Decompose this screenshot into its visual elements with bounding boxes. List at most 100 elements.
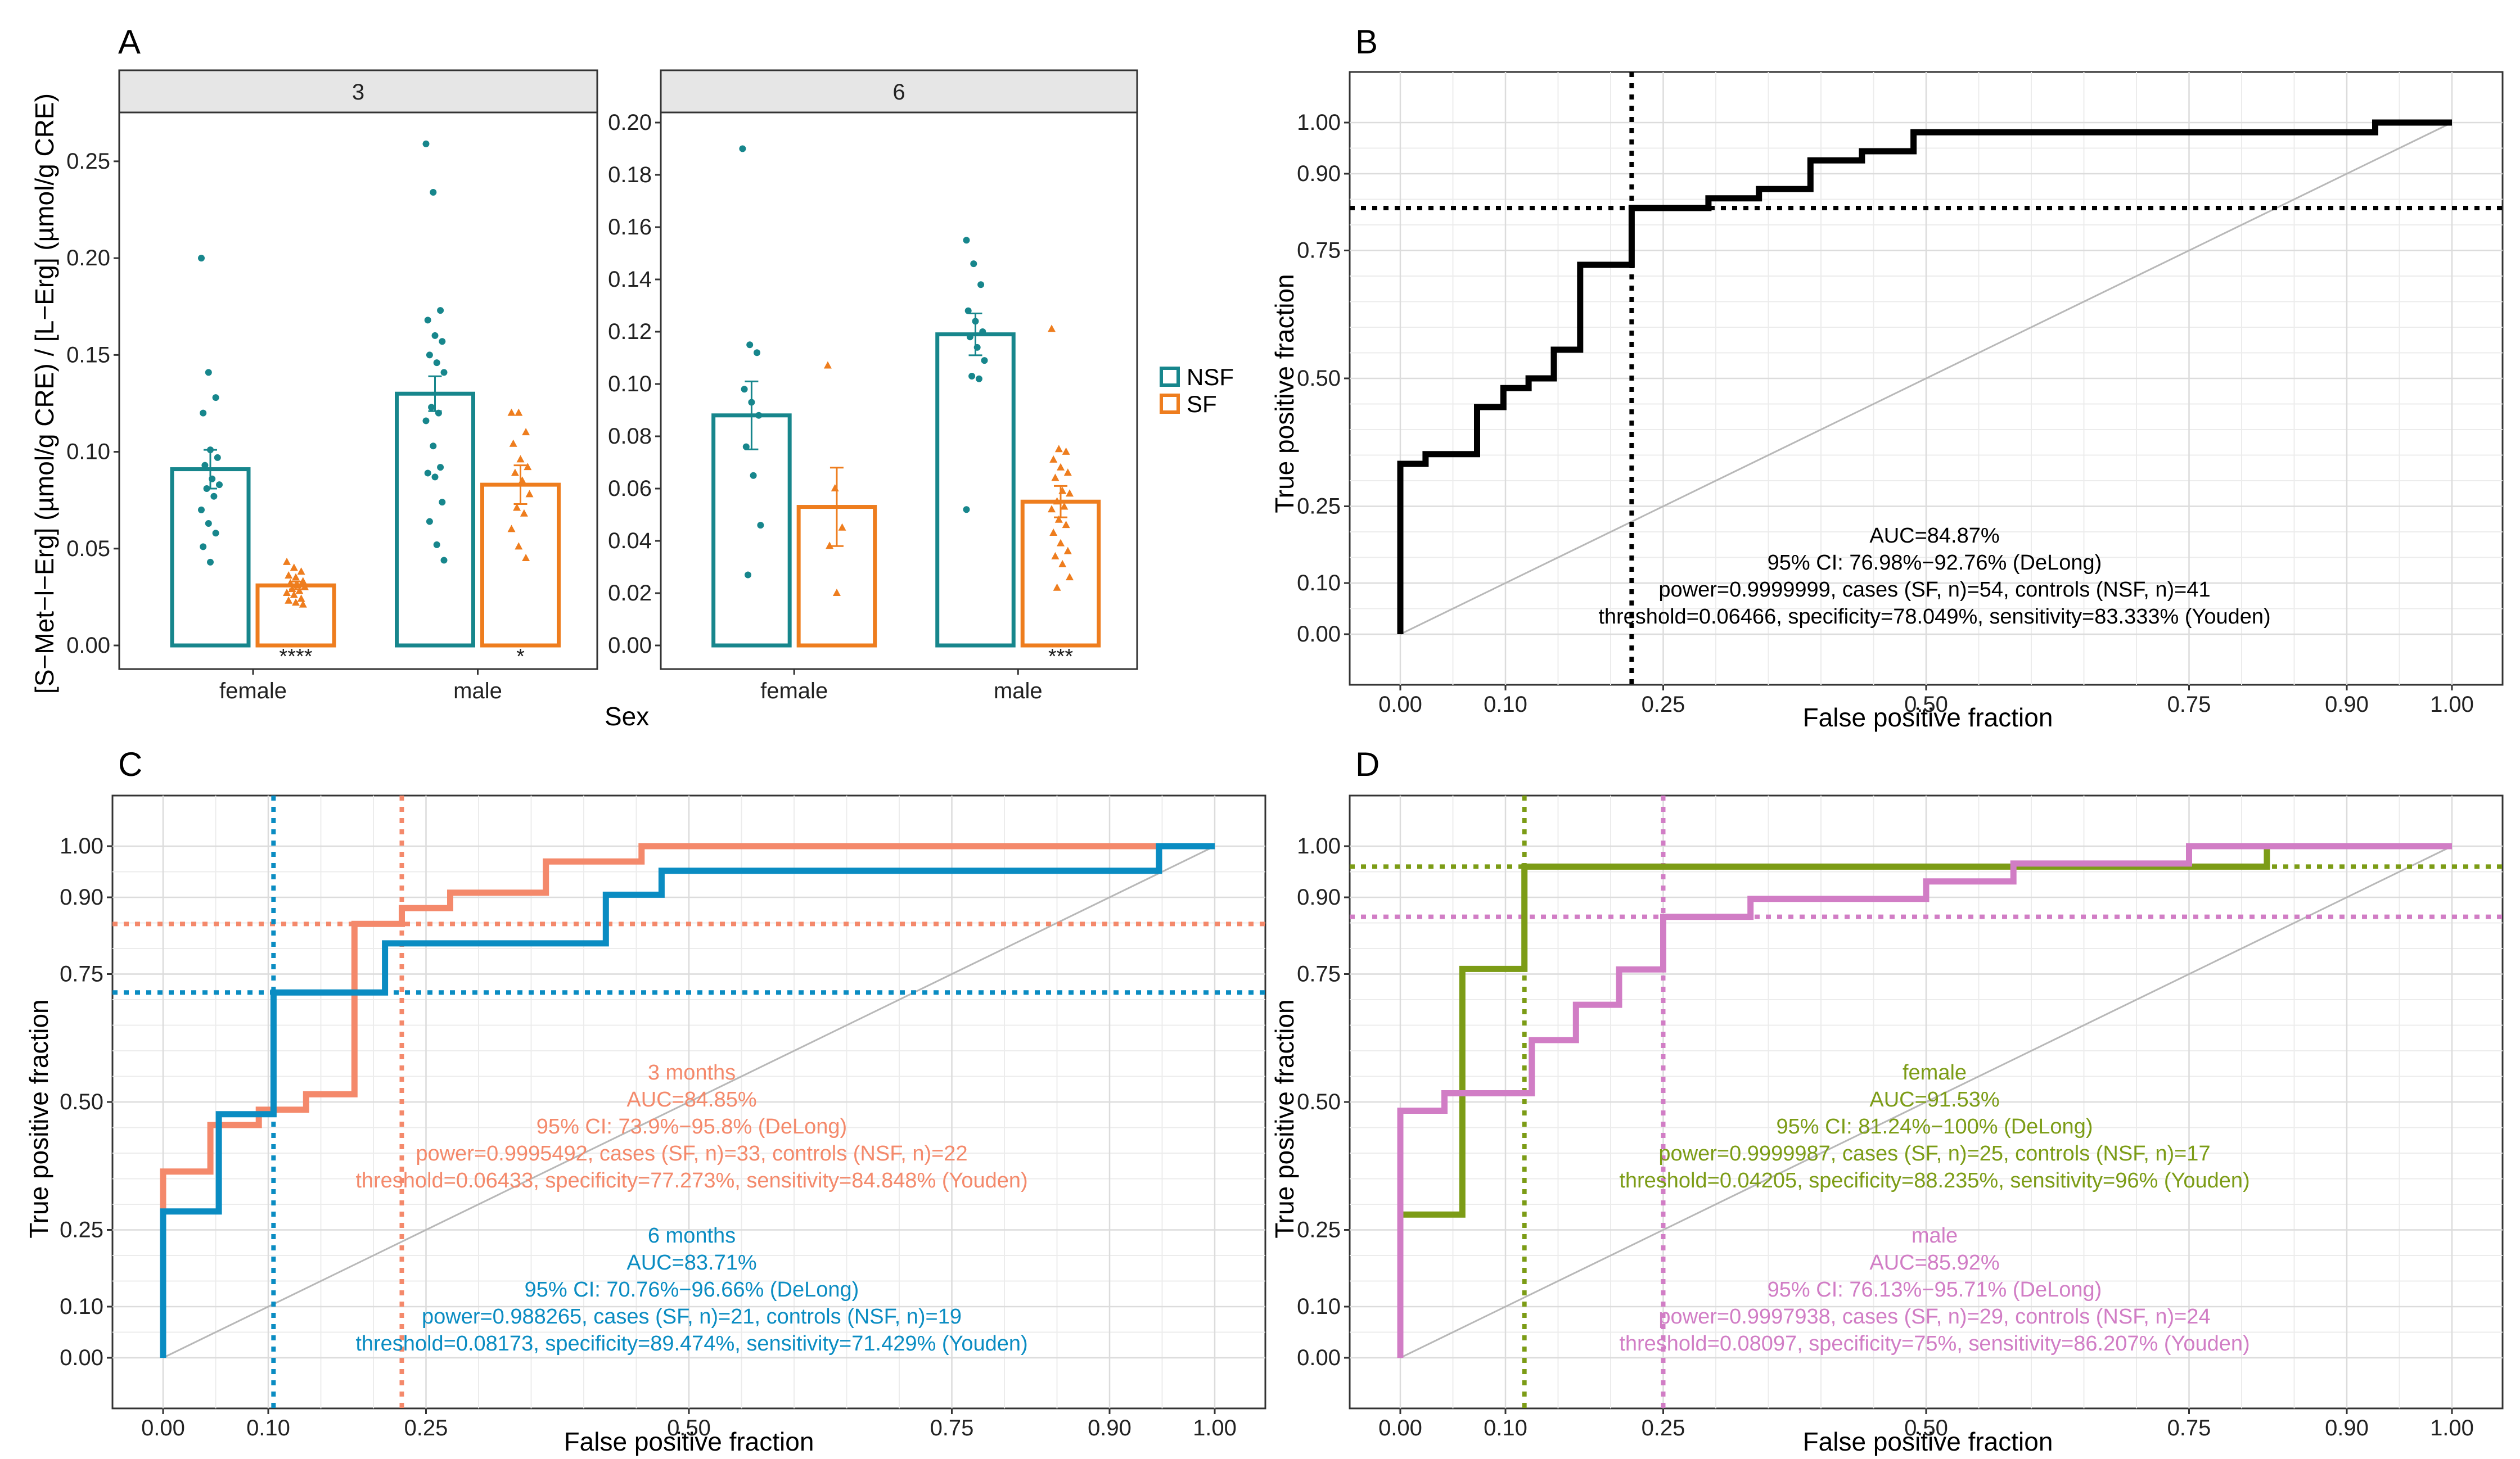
facet-6-point-sf [831,484,839,491]
panel-c-6-months-annotation-line: 6 months [648,1224,736,1248]
facet-6-point-nsf [963,237,970,244]
panel-b-xtick-label: 0.50 [1904,692,1948,717]
facet-3-point-nsf [198,506,205,513]
panel-c-ylabel: True positive fraction [24,999,53,1238]
facet-3-border [118,111,598,670]
facet-3-point-sf [507,408,516,416]
panel-c-6-months-annotation-line: threshold=0.08173, specificity=89.474%, … [355,1332,1027,1356]
panel-d-xtick-label: 1.00 [2430,1416,2474,1440]
facet-3-point-sf [286,579,295,586]
facet-3-point-nsf [210,493,218,500]
panel-b-ytick-label: 1.00 [1297,110,1341,135]
facet-3-ytick-label: 0.00 [66,633,110,658]
panel-b-ytick-label: 0.00 [1297,622,1341,647]
facet-3-point-sf [283,557,291,565]
facet-6-point-sf [823,361,832,369]
panel-a: 30.000.050.100.150.200.25female****male*… [66,69,1138,703]
panel-b-xtick-label: 1.00 [2430,692,2474,717]
panel-b-annotation-line: 95% CI: 76.98%−92.76% (DeLong) [1768,551,2102,575]
facet-3-bar-sf-male [480,482,561,648]
facet-3-point-nsf [205,520,212,527]
panel-b-annotation-line: power=0.9999999, cases (SF, n)=54, contr… [1658,578,2210,602]
facet-6-point-nsf [970,260,977,268]
facet-3-point-sf [292,598,300,606]
facet-3-point-sf [297,567,305,575]
facet-3-point-sf [516,455,525,463]
panel-b-roc-curve-all [1397,119,2452,634]
facet-6-point-nsf [968,373,976,380]
facet-3-point-nsf [216,481,223,489]
panel-c-ytick-label: 0.00 [60,1345,103,1370]
facet-6-point-sf [838,523,846,531]
facet-3-point-nsf [201,462,209,469]
facet-3-point-sf [297,594,305,602]
legend-nsf-label: NSF [1187,364,1234,390]
panel-c-ytick-label: 0.50 [60,1090,103,1114]
panel-b: 0.00 0.10 0.25 0.50 0.75 0.90 1.00 0.00 0.10 0.25… [1297,71,2504,717]
panel-d-xtick-label: 0.90 [2325,1416,2369,1440]
facet-3-point-nsf [431,332,439,339]
facet-6-point-sf [832,589,841,596]
facet-6-ytick-label: 0.10 [608,372,652,396]
facet-6-ytick-label: 0.20 [608,110,652,135]
panel-b-ylabel: True positive fraction [1270,274,1299,513]
facet-3-point-nsf [207,446,214,454]
facet-3-ytick-label: 0.20 [66,246,110,270]
facet-3-point-nsf [200,543,207,550]
panel-b-ytick-label: 0.75 [1297,238,1341,263]
facet-3-point-sf [294,581,302,589]
panel-d-roc-curve-male [1397,843,2452,1358]
facet-3-point-nsf [205,369,212,376]
panel-c-xtick-label: 1.00 [1193,1416,1237,1440]
facet-3-point-sf [288,585,296,593]
facet-6-point-nsf [750,472,757,479]
facet-3-significance: * [516,645,525,668]
facet-6-point-sf [1048,324,1056,332]
facet-3-point-nsf [198,255,205,262]
panel-d-ytick-label: 1.00 [1297,834,1341,859]
panel-d-ylabel: True positive fraction [1270,999,1299,1238]
legend-nsf-swatch [1160,367,1180,387]
facet-3-point-sf [515,542,523,550]
panel-letter-d: D [1355,746,1380,783]
panel-a-xlabel: Sex [605,702,649,731]
panel-b-xtick-label: 0.90 [2325,692,2369,717]
panel-d-xtick-label: 0.00 [1378,1416,1422,1440]
facet-6-point-nsf [757,522,764,529]
facet-3-point-sf [520,509,528,517]
facet-6-point-nsf [973,344,981,351]
facet-6-ytick-label: 0.06 [608,476,652,501]
facet-6-point-sf [1054,445,1063,453]
facet-6-border [660,111,1138,670]
facet-3-point-sf [522,428,530,436]
facet-3-point-nsf [212,530,219,537]
panel-c-ytick-label: 1.00 [60,834,103,859]
panel-d-xlabel: False positive fraction [1803,1427,2053,1456]
facet-6-point-sf [1051,552,1060,559]
panel-c-xtick-label: 0.50 [667,1416,711,1440]
panel-d-female-annotation-line: female [1903,1061,1967,1085]
facet-3-point-nsf [426,351,433,359]
facet-6-point-sf [1063,468,1072,476]
facet-3-ytick-label: 0.10 [66,440,110,464]
facet-3-bar-nsf-female [170,467,251,648]
facet-3-point-nsf [433,359,440,367]
panel-c-3-months-annotation-line: AUC=84.85% [626,1088,756,1112]
facet-3-point-nsf [424,317,431,324]
facet-3-point-sf [301,582,309,590]
panel-d-roc-curve-female [1397,843,2452,1358]
panel-d-ytick-label: 0.25 [1297,1218,1341,1243]
panel-b-ytick-label: 0.10 [1297,571,1341,595]
facet-6-point-sf [1066,489,1074,497]
facet-3-point-nsf [422,417,430,424]
panel-d-diagonal [1400,845,2453,1359]
facet-3-point-sf [522,554,530,561]
facet-3-point-sf [507,525,516,532]
facet-3-point-sf [285,596,293,604]
facet-3-point-sf [285,571,293,579]
legend-sf-label: SF [1187,391,1217,417]
facet-6-point-nsf [964,307,972,314]
facet-3-significance: **** [279,645,312,668]
panel-d-male-annotation-line: threshold=0.08097, specificity=75%, sens… [1619,1332,2249,1356]
